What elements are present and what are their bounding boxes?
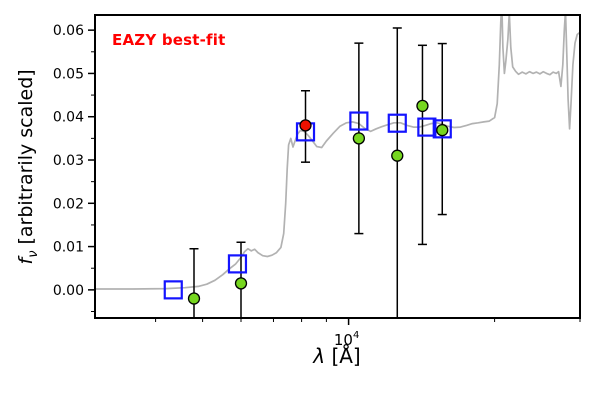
y-tick-label: 0.05	[53, 66, 84, 82]
x-axis-label: λ [Å]	[187, 344, 487, 368]
model-point	[432, 119, 452, 139]
model-point	[387, 113, 407, 133]
observed-point	[352, 132, 366, 145]
y-axis-label-subscript: ν	[25, 250, 41, 258]
x-axis-label-text: [Å]	[325, 344, 361, 368]
observed-point	[436, 123, 449, 137]
observed-point	[187, 292, 201, 305]
x-axis-label-symbol: λ	[313, 344, 326, 368]
y-axis-label-text: [arbitrarily scaled]	[15, 69, 38, 251]
y-tick-label: 0.03	[53, 153, 84, 169]
plot-area	[95, 15, 580, 318]
model-point	[227, 254, 248, 274]
y-tick-label: 0.06	[53, 23, 84, 39]
y-axis-label: fν [arbitrarily scaled]	[15, 17, 41, 317]
highlighted-point	[299, 119, 312, 132]
observed-point	[416, 99, 429, 113]
y-tick-label: 0.01	[53, 240, 84, 256]
y-tick-label: 0.04	[53, 110, 84, 126]
observed-point	[391, 149, 404, 162]
model-point	[349, 111, 369, 131]
model-point	[163, 280, 183, 300]
fit-label: EAZY best-fit	[112, 31, 226, 49]
y-tick-label: 0.02	[53, 196, 84, 212]
y-axis-label-symbol: f	[15, 257, 38, 265]
model-point	[417, 117, 437, 137]
y-tick-label: 0.00	[53, 283, 84, 299]
x-tick-label: 104	[334, 330, 359, 349]
observed-point	[234, 277, 248, 290]
plot-frame	[94, 14, 581, 319]
spectrum-line	[95, 15, 580, 290]
